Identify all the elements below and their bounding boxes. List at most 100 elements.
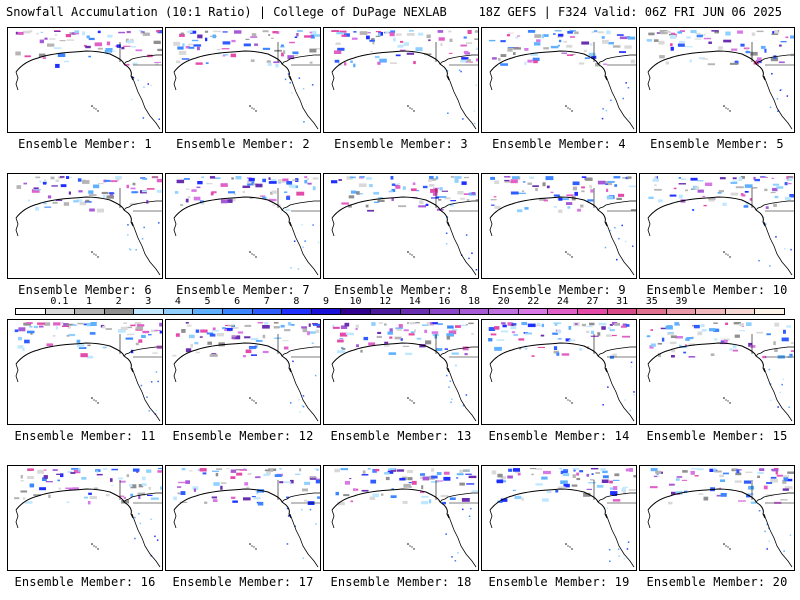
snowfall-blob: [262, 196, 267, 199]
snowfall-blob: [473, 110, 476, 112]
snowfall-layer: [648, 176, 794, 267]
snowfall-blob: [627, 36, 630, 39]
snowfall-blob: [157, 470, 162, 473]
map-svg: [15, 30, 162, 130]
snowfall-blob: [243, 43, 251, 47]
snowfall-blob: [213, 30, 221, 33]
snowfall-blob: [40, 31, 43, 33]
snowfall-blob: [212, 470, 219, 472]
snowfall-blob: [66, 323, 75, 326]
snowfall-blob: [211, 330, 219, 332]
snowfall-blob: [27, 330, 35, 334]
snowfall-blob: [416, 337, 422, 340]
snowfall-blob: [376, 335, 382, 338]
snowfall-blob: [67, 326, 71, 329]
snowfall-blob: [779, 89, 782, 91]
snowfall-blob: [616, 197, 622, 200]
snowfall-blob: [595, 472, 601, 474]
snowfall-blob: [102, 194, 106, 198]
snowfall-blob: [353, 31, 357, 33]
snowfall-blob: [311, 342, 314, 345]
snowfall-blob: [787, 176, 794, 178]
island-dot: [413, 402, 415, 404]
snowfall-blob: [789, 194, 794, 198]
snowfall-blob: [648, 196, 654, 199]
snowfall-blob: [535, 468, 543, 470]
map-svg: [14, 322, 162, 422]
snowfall-blob: [431, 475, 438, 479]
snowfall-blob: [731, 48, 738, 51]
snowfall-blob: [609, 324, 613, 326]
snowfall-blob: [72, 324, 77, 326]
snowfall-blob: [287, 55, 295, 60]
snowfall-blob: [421, 324, 428, 326]
coastline: [597, 346, 636, 357]
snowfall-blob: [576, 472, 579, 476]
snowfall-blob: [176, 179, 185, 184]
snowfall-blob: [275, 63, 279, 68]
snowfall-blob: [141, 483, 147, 487]
snowfall-blob: [463, 469, 469, 472]
snowfall-blob: [561, 353, 570, 356]
snowfall-blob: [760, 45, 766, 49]
snowfall-blob: [686, 337, 694, 340]
snowfall-blob: [459, 469, 464, 474]
snowfall-blob: [625, 324, 630, 327]
island-dot: [411, 400, 413, 402]
snowfall-blob: [411, 480, 417, 485]
snowfall-blob: [543, 470, 551, 475]
snowfall-blob: [250, 338, 259, 340]
snowfall-blob: [408, 333, 415, 336]
snowfall-blob: [770, 57, 779, 62]
snowfall-blob: [532, 57, 540, 61]
snowfall-blob: [733, 468, 737, 471]
snowfall-layer: [173, 468, 320, 559]
snowfall-blob: [743, 480, 752, 484]
snowfall-blob: [66, 176, 70, 179]
snowfall-layer: [174, 176, 320, 270]
snowfall-blob: [678, 177, 682, 179]
snowfall-blob: [390, 176, 394, 180]
snowfall-blob: [211, 496, 217, 499]
snowfall-blob: [363, 336, 369, 341]
snowfall-blob: [466, 199, 470, 201]
coastline: [15, 71, 19, 91]
snowfall-blob: [159, 330, 162, 334]
snowfall-blob: [186, 324, 192, 327]
snowfall-blob: [268, 177, 271, 180]
snowfall-map: [481, 319, 637, 425]
snowfall-blob: [154, 61, 161, 63]
snowfall-blob: [683, 351, 687, 354]
snowfall-blob: [359, 176, 365, 178]
snowfall-blob: [65, 34, 71, 38]
snowfall-blob: [302, 395, 305, 397]
snowfall-blob: [623, 557, 626, 560]
snowfall-blob: [106, 195, 114, 199]
snowfall-blob: [262, 350, 269, 354]
snowfall-blob: [574, 323, 578, 325]
snowfall-blob: [129, 484, 133, 487]
snowfall-blob: [301, 405, 304, 407]
ensemble-panel: Ensemble Member: 14: [481, 319, 637, 447]
snowfall-blob: [257, 322, 264, 324]
snowfall-blob: [43, 182, 47, 185]
snowfall-blob: [172, 354, 177, 357]
snowfall-blob: [734, 60, 739, 65]
snowfall-blob: [494, 326, 500, 330]
island-dot: [91, 397, 93, 399]
ensemble-member-label: Ensemble Member: 8: [334, 283, 468, 297]
snowfall-blob: [39, 39, 44, 44]
snowfall-blob: [177, 46, 184, 50]
snowfall-layer: [14, 322, 162, 415]
snowfall-blob: [152, 176, 157, 178]
snowfall-blob: [781, 337, 789, 342]
snowfall-blob: [786, 182, 792, 185]
snowfall-blob: [777, 110, 779, 112]
snowfall-blob: [148, 486, 152, 490]
island-dot: [95, 546, 97, 548]
snowfall-blob: [286, 496, 289, 499]
snowfall-blob: [289, 184, 296, 189]
snowfall-blob: [397, 44, 404, 48]
snowfall-blob: [590, 335, 599, 337]
snowfall-blob: [129, 249, 132, 251]
